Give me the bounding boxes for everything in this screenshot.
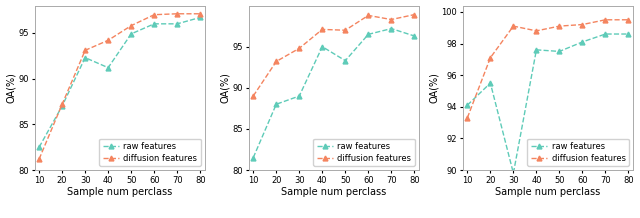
diffusion features (104, 39, 112, 42)
raw features (509, 172, 517, 175)
Line: diffusion features: diffusion features (465, 17, 631, 120)
diffusion features (556, 25, 563, 27)
diffusion features (35, 158, 43, 160)
diffusion features (250, 95, 257, 97)
Line: raw features: raw features (36, 15, 203, 150)
diffusion features (342, 29, 349, 32)
raw features (625, 33, 632, 35)
diffusion features (365, 14, 372, 17)
raw features (150, 22, 158, 25)
raw features (35, 146, 43, 148)
diffusion features (486, 56, 494, 59)
Legend: raw features, diffusion features: raw features, diffusion features (314, 139, 415, 166)
X-axis label: Sample num perclass: Sample num perclass (281, 187, 387, 197)
diffusion features (58, 103, 66, 106)
raw features (273, 103, 280, 106)
raw features (486, 82, 494, 84)
diffusion features (173, 12, 181, 15)
diffusion features (127, 24, 135, 27)
X-axis label: Sample num perclass: Sample num perclass (495, 187, 600, 197)
diffusion features (410, 13, 418, 16)
diffusion features (509, 25, 517, 27)
Line: raw features: raw features (465, 32, 631, 176)
raw features (463, 104, 471, 107)
diffusion features (196, 12, 204, 15)
raw features (296, 95, 303, 97)
raw features (342, 59, 349, 62)
raw features (104, 66, 112, 69)
diffusion features (532, 30, 540, 32)
raw features (556, 50, 563, 53)
raw features (532, 49, 540, 51)
raw features (319, 45, 326, 48)
raw features (387, 27, 395, 30)
diffusion features (387, 18, 395, 21)
diffusion features (579, 23, 586, 26)
Line: diffusion features: diffusion features (251, 12, 417, 99)
raw features (173, 22, 181, 25)
diffusion features (463, 117, 471, 119)
diffusion features (296, 47, 303, 50)
raw features (250, 156, 257, 159)
diffusion features (319, 28, 326, 31)
raw features (81, 56, 89, 59)
raw features (579, 41, 586, 43)
raw features (410, 35, 418, 37)
Legend: raw features, diffusion features: raw features, diffusion features (99, 139, 201, 166)
Line: raw features: raw features (251, 26, 417, 160)
Y-axis label: OA(%): OA(%) (6, 72, 15, 103)
diffusion features (273, 60, 280, 63)
diffusion features (81, 49, 89, 52)
Legend: raw features, diffusion features: raw features, diffusion features (527, 139, 629, 166)
raw features (196, 16, 204, 19)
raw features (602, 33, 609, 35)
diffusion features (625, 19, 632, 21)
diffusion features (602, 19, 609, 21)
raw features (365, 33, 372, 36)
Y-axis label: OA(%): OA(%) (429, 72, 438, 103)
raw features (127, 32, 135, 35)
X-axis label: Sample num perclass: Sample num perclass (67, 187, 172, 197)
Y-axis label: OA(%): OA(%) (220, 72, 230, 103)
raw features (58, 105, 66, 107)
Line: diffusion features: diffusion features (36, 11, 203, 162)
diffusion features (150, 13, 158, 16)
